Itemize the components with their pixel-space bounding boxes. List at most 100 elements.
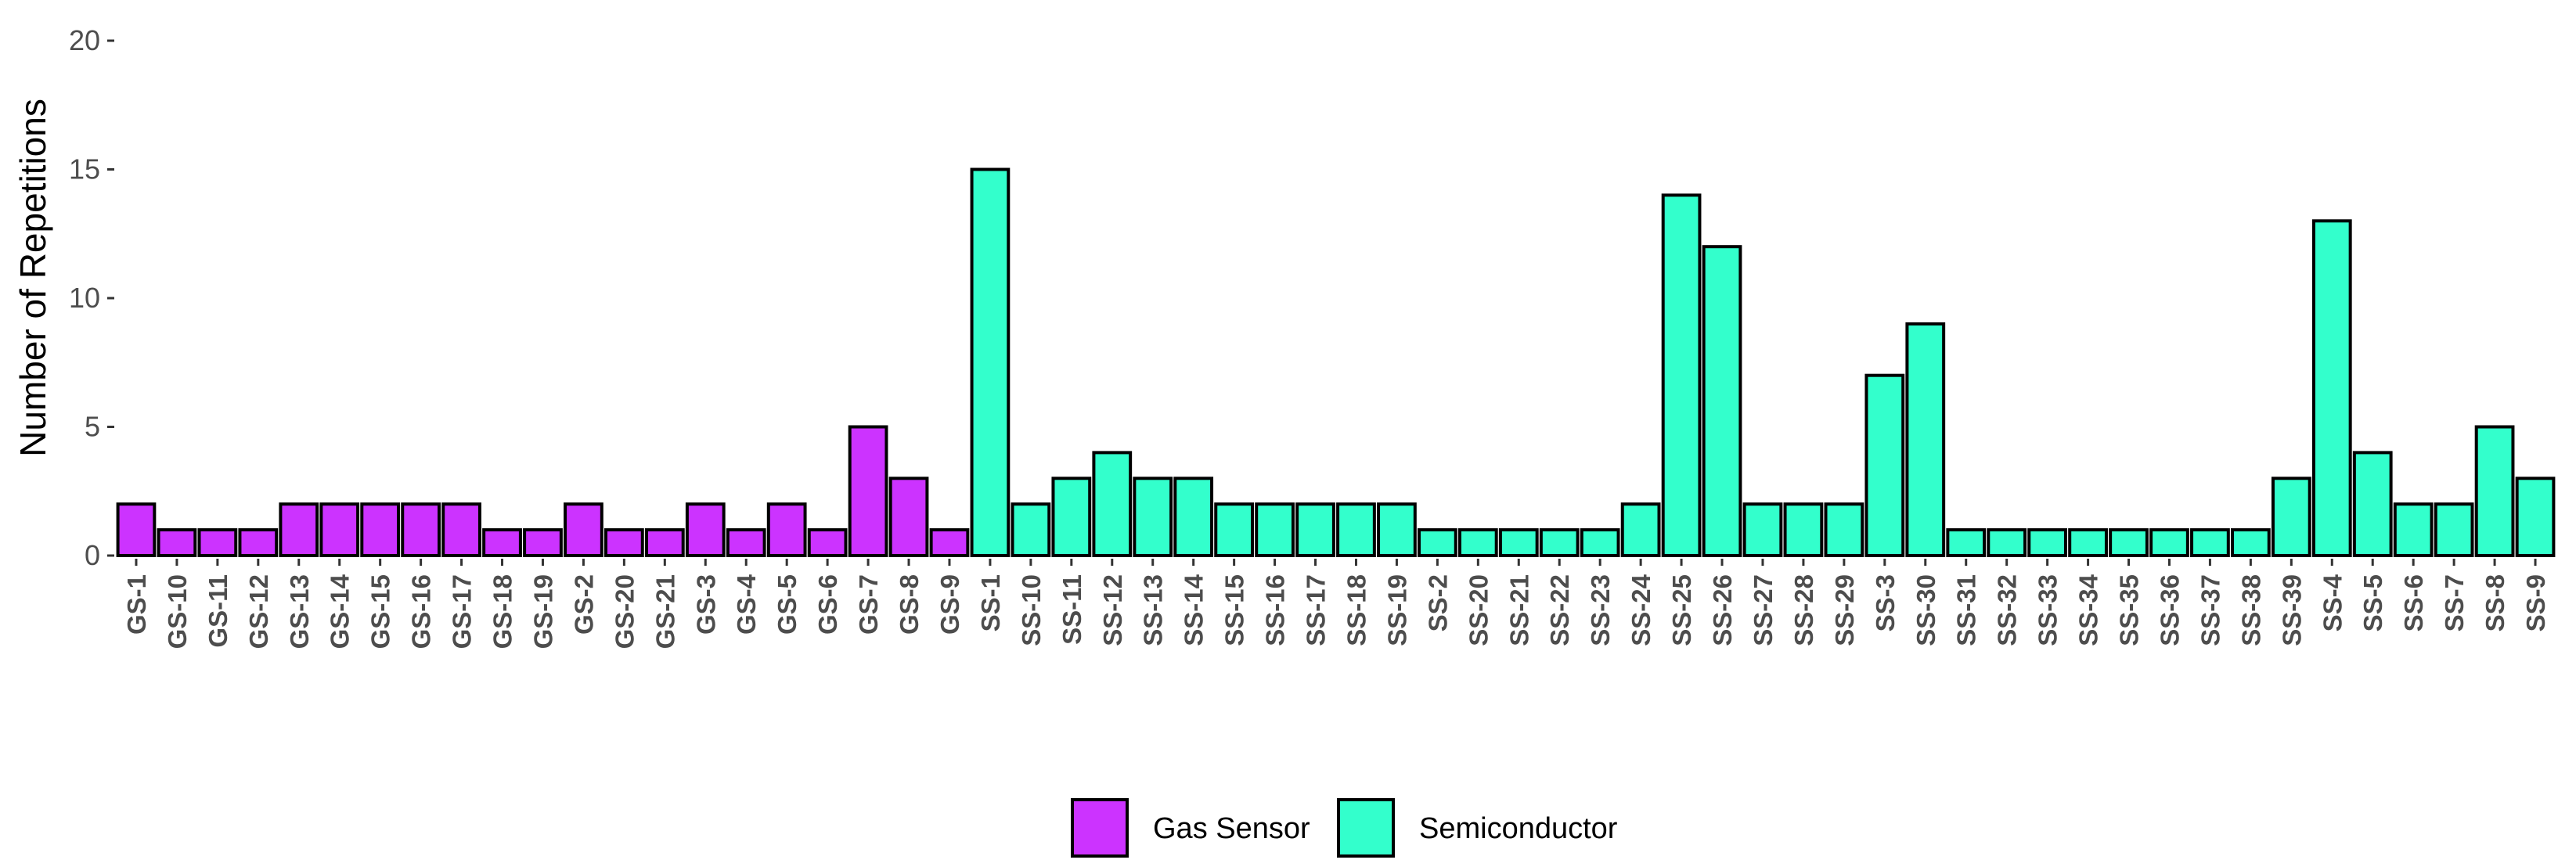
x-tick-label: GS-9 — [935, 574, 964, 635]
bar-ss-7 — [2434, 502, 2474, 558]
x-tick-label: SS-35 — [2115, 574, 2144, 646]
bar-ss-9 — [2515, 477, 2556, 557]
x-tick-label: SS-23 — [1586, 574, 1615, 646]
bar-gs-19 — [523, 528, 563, 557]
bar-ss-36 — [2149, 528, 2189, 557]
x-tick-label: SS-14 — [1180, 574, 1209, 646]
bar-ss-32 — [1987, 528, 2027, 557]
x-tick-label: GS-8 — [895, 574, 924, 635]
y-tick-label: 0 — [85, 539, 100, 571]
bar-gs-10 — [157, 528, 197, 557]
x-axis: GS-1 GS-10 GS-11 GS-12 GS-13 GS-14 GS-15 GS-16 G… — [122, 559, 2550, 649]
x-tick-label: SS-13 — [1139, 574, 1168, 646]
x-tick-label: GS-12 — [244, 574, 273, 649]
x-tick-label: SS-2 — [1423, 574, 1452, 631]
x-tick-label: SS-19 — [1382, 574, 1411, 646]
x-tick-label: SS-9 — [2521, 574, 2550, 631]
bar-gs-15 — [360, 502, 401, 558]
y-tick-label: 20 — [69, 24, 100, 56]
x-tick-label: SS-38 — [2236, 574, 2265, 646]
x-tick-label: SS-11 — [1057, 574, 1086, 645]
bar-ss-25 — [1661, 193, 1702, 557]
bar-ss-6 — [2393, 502, 2434, 558]
bar-ss-31 — [1946, 528, 1987, 557]
bar-ss-33 — [2027, 528, 2068, 557]
bar-gs-1 — [116, 502, 157, 558]
bar-ss-3 — [1864, 373, 1905, 558]
bar-ss-37 — [2190, 528, 2230, 557]
bar-ss-21 — [1498, 528, 1539, 557]
bar-gs-13 — [279, 502, 319, 558]
x-tick-label: GS-14 — [326, 574, 355, 649]
bar-ss-29 — [1824, 502, 1864, 558]
x-tick-label: GS-19 — [528, 574, 557, 649]
bar-ss-14 — [1173, 477, 1214, 557]
legend: Gas Sensor Semiconductor — [1071, 798, 1618, 858]
x-tick-label: SS-1 — [976, 574, 1005, 631]
bar-ss-12 — [1092, 451, 1133, 558]
bar-gs-16 — [401, 502, 441, 558]
bar-ss-1 — [970, 167, 1011, 557]
bar-ss-16 — [1255, 502, 1295, 558]
x-tick-label: GS-10 — [163, 574, 192, 649]
x-tick-label: SS-30 — [1911, 574, 1940, 646]
bar-ss-10 — [1011, 502, 1051, 558]
bar-ss-17 — [1295, 502, 1335, 558]
x-tick-label: SS-28 — [1789, 574, 1818, 646]
bar-ss-34 — [2068, 528, 2108, 557]
y-tick-label: 10 — [69, 282, 100, 314]
y-tick-label: 15 — [69, 153, 100, 185]
y-axis-title: Number of Repetitions — [13, 99, 53, 457]
x-tick-label: GS-18 — [488, 574, 517, 649]
x-tick-label: SS-33 — [2034, 574, 2063, 646]
x-tick-label: SS-5 — [2358, 574, 2387, 631]
bar-ss-8 — [2474, 425, 2515, 557]
x-tick-label: SS-32 — [1993, 574, 2022, 646]
x-tick-label: SS-15 — [1220, 574, 1249, 646]
x-tick-label: SS-34 — [2074, 574, 2103, 646]
x-tick-label: SS-39 — [2277, 574, 2306, 646]
x-tick-label: SS-6 — [2399, 574, 2428, 631]
bar-gs-21 — [644, 528, 685, 557]
legend-swatch-gas-sensor — [1071, 798, 1129, 858]
x-tick-label: GS-6 — [813, 574, 842, 635]
x-tick-label: SS-26 — [1708, 574, 1737, 646]
bar-ss-38 — [2230, 528, 2271, 557]
x-tick-label: GS-7 — [854, 574, 883, 635]
bar-gs-18 — [482, 528, 522, 557]
bar-gs-4 — [726, 528, 766, 557]
bar-ss-26 — [1702, 245, 1742, 557]
x-tick-label: SS-17 — [1302, 574, 1331, 646]
bar-ss-35 — [2109, 528, 2149, 557]
x-tick-label: SS-21 — [1504, 574, 1533, 646]
x-tick-label: SS-8 — [2481, 574, 2509, 631]
x-tick-label: SS-27 — [1749, 574, 1778, 646]
bar-gs-14 — [319, 502, 360, 558]
bar-ss-20 — [1457, 528, 1498, 557]
x-tick-label: SS-10 — [1017, 574, 1046, 646]
bar-ss-39 — [2271, 477, 2311, 557]
x-tick-label: GS-21 — [650, 574, 679, 649]
bar-gs-9 — [929, 528, 970, 557]
bar-gs-12 — [238, 528, 279, 557]
x-tick-label: GS-1 — [122, 574, 151, 635]
bar-gs-7 — [848, 425, 888, 557]
x-tick-label: SS-20 — [1464, 574, 1493, 646]
x-tick-label: GS-17 — [448, 574, 477, 649]
bar-ss-23 — [1580, 528, 1620, 557]
x-tick-label: GS-5 — [773, 574, 802, 635]
x-tick-label: GS-16 — [407, 574, 436, 649]
bar-ss-24 — [1620, 502, 1661, 558]
x-tick-label: GS-15 — [366, 574, 395, 649]
x-tick-label: GS-2 — [569, 574, 598, 635]
x-tick-label: SS-12 — [1098, 574, 1127, 646]
legend-label-gas-sensor: Gas Sensor — [1153, 812, 1310, 845]
x-tick-label: GS-3 — [691, 574, 720, 635]
bar-ss-28 — [1783, 502, 1824, 558]
bar-ss-13 — [1133, 477, 1173, 557]
bar-ss-11 — [1051, 477, 1092, 557]
x-tick-label: GS-4 — [732, 574, 761, 635]
x-tick-label: SS-18 — [1342, 574, 1371, 646]
